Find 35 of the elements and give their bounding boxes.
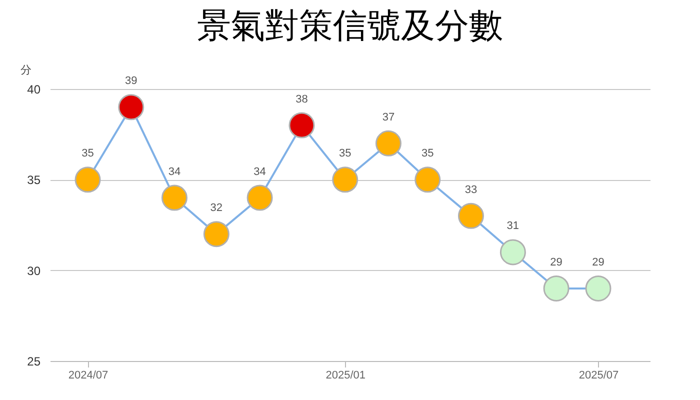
data-label: 31 (506, 220, 520, 232)
point (118, 94, 144, 120)
y-tick-label: 30 (27, 264, 41, 278)
point (414, 166, 441, 193)
data-label: 29 (592, 256, 604, 268)
data-label: 35 (338, 148, 352, 160)
data-label: 32 (210, 202, 223, 214)
x-tick-label: 2024/07 (68, 370, 108, 382)
point (288, 112, 315, 138)
chart-title: 景氣對策信號及分數 (197, 7, 503, 45)
data-label: 35 (82, 148, 94, 160)
x-tick-label: 2025/07 (578, 370, 619, 382)
data-label: 33 (464, 184, 478, 196)
data-label: 39 (124, 75, 138, 88)
point (74, 166, 101, 193)
y-axis-title: 分 (20, 64, 32, 76)
data-label: 35 (421, 148, 434, 160)
data-label: 38 (296, 93, 308, 106)
point (203, 221, 230, 248)
point (246, 184, 273, 211)
point (585, 275, 612, 302)
y-tick-label: 40 (27, 82, 41, 96)
point (375, 130, 402, 156)
point (332, 166, 358, 193)
data-label: 34 (168, 166, 181, 178)
point (161, 184, 188, 211)
data-label: 29 (550, 256, 562, 268)
x-tick-label: 2025/01 (326, 370, 366, 382)
data-label: 37 (382, 111, 395, 124)
point (543, 275, 570, 302)
y-tick-label: 35 (27, 173, 41, 188)
data-label: 34 (254, 166, 266, 178)
point (500, 239, 526, 266)
point (458, 202, 484, 229)
y-tick-label: 25 (27, 354, 41, 368)
